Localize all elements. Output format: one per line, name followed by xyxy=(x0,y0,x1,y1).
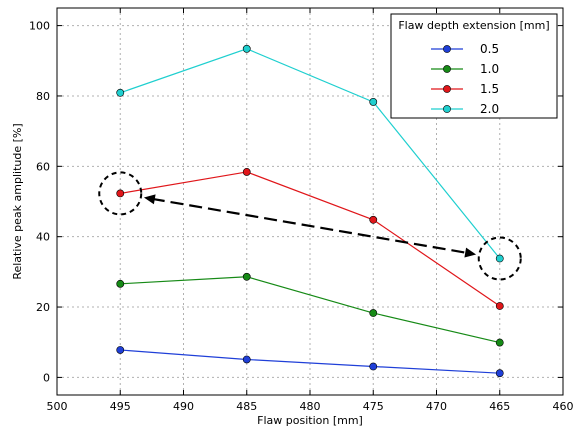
legend-label-2.0: 2.0 xyxy=(480,102,499,116)
data-point-1.0-495 xyxy=(116,279,125,288)
axis-ticks: 500 495 490 485 480 475 470 465 460 0 20 40 60 80 100 xyxy=(29,8,574,413)
series-line-1.5 xyxy=(120,171,501,307)
x-tick-label: 460 xyxy=(553,400,574,413)
x-tick-label: 475 xyxy=(363,400,384,413)
y-axis-label: Relative peak amplitude [%] xyxy=(11,123,24,279)
y-tick-label: 40 xyxy=(36,231,50,244)
data-point-1.0-465 xyxy=(495,338,504,347)
legend-box xyxy=(390,13,558,119)
x-axis-label: Flaw position [mm] xyxy=(257,414,363,427)
legend-label-1.5: 1.5 xyxy=(480,82,499,96)
data-point-0.5-475 xyxy=(369,362,378,371)
x-tick-label: 480 xyxy=(300,400,321,413)
data-point-2.0-465 xyxy=(495,254,504,263)
x-tick-label: 500 xyxy=(47,400,68,413)
series-lines xyxy=(120,48,501,374)
legend-label-0.5: 0.5 xyxy=(480,42,499,56)
annotations xyxy=(98,171,522,281)
highlight-circle xyxy=(98,171,143,216)
legend-swatch-marker-2.0 xyxy=(443,105,451,113)
legend-swatch-marker-0.5 xyxy=(443,45,451,53)
y-tick-label: 100 xyxy=(29,20,50,33)
y-tick-label: 80 xyxy=(36,90,50,103)
y-tick-label: 0 xyxy=(43,371,50,384)
data-point-1.5-485 xyxy=(242,168,251,176)
data-point-2.0-475 xyxy=(369,98,378,106)
series-markers xyxy=(116,44,504,378)
legend: Flaw depth extension [mm] 0.5 1.0 1.5 2.0 xyxy=(390,13,558,119)
x-tick-label: 465 xyxy=(489,400,510,413)
legend-items: 0.5 1.0 1.5 2.0 xyxy=(431,42,499,116)
highlight-circle xyxy=(477,236,522,281)
arrow-head-left xyxy=(143,194,156,205)
data-point-2.0-495 xyxy=(116,88,125,97)
data-point-0.5-495 xyxy=(116,346,125,354)
x-tick-label: 470 xyxy=(426,400,447,413)
x-tick-label: 495 xyxy=(110,400,131,413)
arrow-head-right xyxy=(464,247,477,258)
data-point-2.0-485 xyxy=(242,44,251,53)
series-line-0.5 xyxy=(120,349,500,374)
legend-title: Flaw depth extension [mm] xyxy=(398,19,549,32)
data-point-1.0-485 xyxy=(242,272,251,281)
data-point-0.5-465 xyxy=(495,369,504,378)
series-line-2.0 xyxy=(120,48,501,259)
legend-label-1.0: 1.0 xyxy=(480,62,499,76)
data-point-1.5-475 xyxy=(369,215,378,224)
legend-swatch-marker-1.5 xyxy=(443,85,451,93)
y-tick-label: 20 xyxy=(36,301,50,314)
legend-swatch-marker-1.0 xyxy=(443,65,451,73)
x-tick-label: 490 xyxy=(173,400,194,413)
data-point-1.5-465 xyxy=(495,302,504,310)
y-tick-label: 60 xyxy=(36,160,50,173)
data-point-1.5-495 xyxy=(116,189,125,198)
comparison-arrow-line xyxy=(151,197,469,255)
series-line-1.0 xyxy=(120,276,500,344)
data-point-1.0-475 xyxy=(369,309,378,317)
x-tick-label: 485 xyxy=(236,400,257,413)
data-point-0.5-485 xyxy=(242,355,251,364)
